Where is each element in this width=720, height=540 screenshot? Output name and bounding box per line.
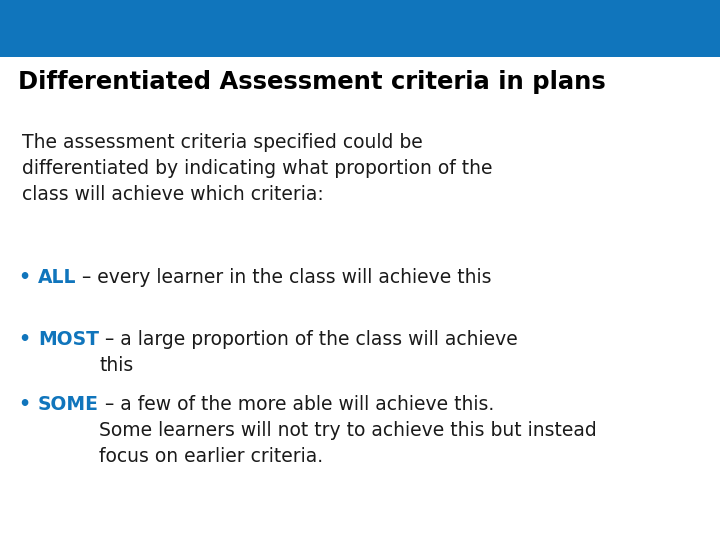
Text: ALL: ALL xyxy=(38,268,76,287)
Text: – a few of the more able will achieve this.
Some learners will not try to achiev: – a few of the more able will achieve th… xyxy=(99,395,597,465)
Text: Differentiated Assessment criteria in plans: Differentiated Assessment criteria in pl… xyxy=(18,70,606,94)
Text: The assessment criteria specified could be
differentiated by indicating what pro: The assessment criteria specified could … xyxy=(22,133,492,204)
Text: – a large proportion of the class will achieve
this: – a large proportion of the class will a… xyxy=(99,330,518,375)
Text: – every learner in the class will achieve this: – every learner in the class will achiev… xyxy=(76,268,492,287)
Text: •: • xyxy=(18,330,30,349)
Text: SOME: SOME xyxy=(38,395,99,414)
Text: •: • xyxy=(18,395,30,414)
Bar xyxy=(0,0,720,57)
Text: MOST: MOST xyxy=(38,330,99,349)
Text: •: • xyxy=(18,268,30,287)
